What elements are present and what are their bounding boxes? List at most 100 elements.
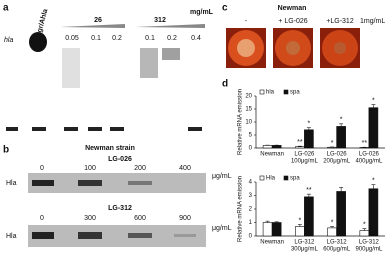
- blot-band: [174, 234, 196, 237]
- dose-label: 0.05: [65, 35, 79, 42]
- legend-label: hla: [266, 90, 275, 96]
- dose-label: 600: [134, 215, 146, 222]
- significance-label: **: [297, 139, 303, 146]
- unit-label: μg/mL: [212, 225, 232, 232]
- significance-label: **: [362, 140, 368, 147]
- row-label: Hla: [6, 180, 17, 187]
- bar: [304, 129, 314, 149]
- x-tick-label: 400μg/mL: [355, 159, 382, 165]
- legend-label: Hla: [266, 176, 276, 182]
- bar: [336, 126, 346, 149]
- significance-label: *: [340, 117, 343, 124]
- plates: [226, 28, 360, 68]
- gel-smear: [162, 48, 180, 60]
- blot: [28, 225, 206, 247]
- legend-label: spa: [290, 176, 300, 182]
- lane-label: hla: [4, 37, 13, 44]
- dose-label: 0.2: [167, 35, 177, 42]
- panel-title: Newman strain: [85, 145, 135, 152]
- x-tick-label: LG-026: [294, 152, 315, 158]
- gradient-wedge: [135, 24, 205, 28]
- group-label: 312: [154, 17, 166, 24]
- unit-label: mg/mL: [190, 9, 214, 16]
- unit-label: 1mg/mL: [360, 18, 385, 25]
- bar: [295, 226, 305, 237]
- dose-label: 200: [134, 165, 146, 172]
- x-tick-label: 600μg/mL: [323, 247, 350, 253]
- bar: [359, 147, 370, 149]
- bar: [368, 188, 379, 237]
- gel-smear: [62, 48, 80, 88]
- plate-label: + LG-026: [278, 18, 307, 25]
- panel-title: Newman: [278, 5, 307, 12]
- panel-letter: d: [222, 79, 228, 90]
- legend-swatch: [259, 89, 265, 95]
- gel-smear: [140, 48, 158, 78]
- dose-label: 100: [84, 165, 96, 172]
- blot-label: LG-026: [108, 156, 132, 163]
- y-tick-label: 15: [245, 107, 252, 113]
- y-tick-label: 20: [245, 94, 252, 100]
- dose-label: 900: [179, 215, 191, 222]
- plate-label: +LG-312: [326, 18, 354, 25]
- gradient-wedge: [60, 24, 125, 28]
- y-axis-label: Relative mRNA emission: [238, 89, 244, 155]
- bar: [327, 227, 337, 237]
- x-tick-label: Newman: [260, 152, 284, 158]
- bar: [304, 196, 314, 237]
- y-tick-label: 0: [249, 146, 253, 152]
- legend-swatch: [283, 175, 289, 181]
- significance-label: *: [363, 221, 366, 228]
- bar: [336, 191, 346, 237]
- y-tick-label: 10: [245, 120, 252, 126]
- legend-swatch: [283, 89, 289, 95]
- dose-label: 0.4: [191, 35, 201, 42]
- x-tick-label: Newman: [260, 240, 284, 246]
- x-tick-label: LG-312: [294, 240, 315, 246]
- blot-band: [78, 232, 102, 239]
- y-tick-label: 4: [249, 180, 253, 186]
- bar: [295, 146, 305, 149]
- dose-label: 0.2: [112, 35, 122, 42]
- unit-label: μg/mL: [212, 173, 232, 180]
- panel-c: c Newman - + LG-026 +LG-312 1mg/mL d: [222, 3, 385, 90]
- x-tick-label: 200μg/mL: [323, 159, 350, 165]
- dose-label: 0.1: [91, 35, 101, 42]
- legend-label: spa: [290, 90, 300, 96]
- x-tick-label: LG-026: [359, 152, 380, 158]
- significance-label: **: [306, 187, 312, 194]
- significance-label: *: [298, 217, 301, 224]
- bar: [271, 222, 282, 237]
- dose-label: 0: [40, 165, 44, 172]
- row-label: Hla: [6, 233, 17, 240]
- blot-label: LG-312: [108, 205, 132, 212]
- significance-label: *: [308, 121, 311, 128]
- plate-label: -: [245, 18, 248, 25]
- blot-band: [78, 180, 102, 186]
- blot-band: [128, 233, 152, 238]
- blot-band: [128, 181, 152, 185]
- x-tick-label: LG-026: [327, 152, 348, 158]
- legend-swatch: [259, 175, 265, 181]
- blot-band: [32, 232, 54, 239]
- bar: [262, 222, 273, 237]
- panel-a: a hla Mgr/Ahla 26 312 mg/mL 0.05 0.1 0.2…: [3, 3, 214, 131]
- x-tick-label: 100μg/mL: [291, 159, 318, 165]
- y-tick-label: 3: [249, 193, 253, 199]
- bar: [359, 230, 370, 237]
- x-tick-label: LG-312: [359, 240, 380, 246]
- dose-label: 0.1: [145, 35, 155, 42]
- panel-letter: a: [3, 3, 9, 14]
- dose-label: 0: [40, 215, 44, 222]
- x-tick-label: LG-312: [327, 240, 348, 246]
- significance-label: *: [372, 97, 375, 104]
- x-tick-label: 900μg/mL: [355, 247, 382, 253]
- bar: [368, 107, 379, 149]
- y-tick-label: 2: [249, 207, 253, 213]
- gel-band: [29, 32, 47, 52]
- gel-bands: [6, 127, 202, 131]
- significance-label: *: [331, 140, 334, 147]
- dose-label: 300: [84, 215, 96, 222]
- panel-b: b Newman strain LG-026 0 100 200 400 μg/…: [3, 145, 232, 247]
- bar: [327, 146, 337, 149]
